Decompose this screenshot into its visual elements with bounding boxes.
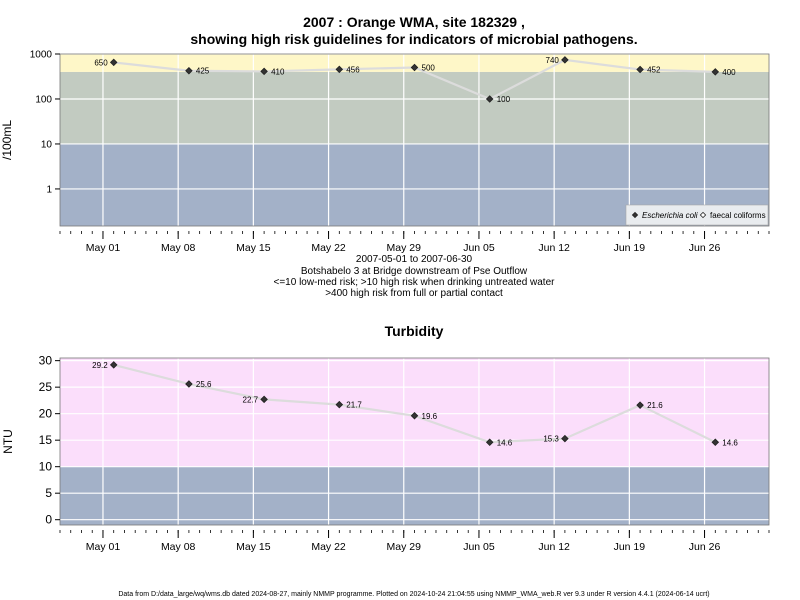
legend-box	[625, 204, 769, 226]
plot-frame	[59, 357, 770, 526]
legend-label-ecoli: Escherichia coli	[642, 211, 698, 220]
legend: Escherichia coli faecal coliforms	[625, 204, 769, 226]
data-label: 19.6	[422, 412, 438, 421]
plot-frame	[59, 53, 770, 227]
y-tick-label: 10	[41, 139, 53, 150]
data-point	[485, 438, 494, 447]
data-point	[410, 63, 419, 72]
data-label: 452	[647, 66, 661, 75]
caption-date-range: 2007-05-01 to 2007-06-30	[356, 254, 473, 265]
risk-band-0	[60, 466, 769, 525]
x-tick-label: Jun 12	[538, 242, 570, 254]
data-label: 410	[271, 67, 285, 76]
y-tick-label: 10	[39, 460, 53, 474]
data-label: 29.2	[92, 361, 108, 370]
x-tick-label: May 22	[311, 242, 346, 254]
x-tick-label: May 01	[86, 541, 121, 553]
x-tick-label: Jun 26	[689, 541, 721, 553]
data-label: 425	[196, 67, 210, 76]
y-tick-label: 0	[45, 513, 52, 527]
x-tick-label: May 15	[236, 242, 271, 254]
x-tick-label: Jun 12	[538, 541, 570, 553]
data-point	[485, 95, 494, 103]
data-point	[561, 434, 569, 443]
risk-band-2	[60, 54, 769, 72]
data-label: 21.7	[346, 401, 362, 410]
x-tick-label: May 08	[161, 242, 196, 254]
caption-site: Botshabelo 3 at Bridge downstream of Pse…	[301, 266, 528, 277]
data-label: 650	[94, 58, 108, 67]
y-axis-label: /100mL	[0, 120, 14, 160]
x-tick-label: May 29	[387, 541, 422, 553]
data-point	[260, 67, 268, 76]
data-label: 400	[722, 68, 736, 77]
x-tick-label: Jun 05	[463, 242, 495, 254]
data-point	[636, 65, 644, 74]
y-tick-label: 5	[45, 486, 52, 500]
data-point	[711, 438, 720, 447]
legend-marker-ecoli	[631, 211, 639, 219]
x-tick-label: May 22	[311, 541, 346, 553]
data-point	[335, 65, 344, 74]
caption-drinking-guideline: <=10 low-med risk; >10 high risk when dr…	[274, 277, 556, 288]
y-tick-label: 25	[39, 380, 53, 394]
chart-subtitle: showing high risk guidelines for indicat…	[190, 31, 637, 47]
legend-label-faecal: faecal coliforms	[710, 211, 766, 220]
data-label: 100	[497, 95, 511, 104]
data-label: 22.7	[243, 395, 259, 404]
data-point	[185, 380, 193, 388]
risk-band-1	[60, 71, 769, 144]
y-tick-label: 30	[39, 354, 53, 368]
legend-marker-faecal	[699, 211, 707, 219]
data-label: 456	[346, 65, 360, 74]
data-point	[260, 395, 268, 404]
x-tick-label: Jun 19	[614, 541, 646, 553]
x-tick-label: May 29	[387, 242, 422, 254]
data-point	[109, 361, 118, 369]
data-point	[636, 401, 644, 409]
x-tick-label: Jun 19	[614, 242, 646, 254]
data-label: 25.6	[196, 380, 212, 389]
data-point	[561, 56, 569, 64]
data-point	[410, 412, 419, 420]
x-tick-label: Jun 05	[463, 541, 495, 553]
ecoli-panel: 1000 100 10 1 May 01 May 08 May 15 May 22 May 29…	[0, 49, 770, 254]
y-tick-label: 1	[46, 184, 52, 195]
caption-contact-guideline: >400 high risk from full or partial cont…	[325, 288, 503, 299]
data-point	[185, 66, 193, 75]
data-label: 500	[422, 64, 436, 73]
y-tick-label: 15	[39, 433, 53, 447]
data-point	[335, 400, 344, 409]
y-tick-label: 100	[35, 94, 52, 105]
x-tick-label: May 01	[86, 242, 121, 254]
x-tick-label: May 08	[161, 541, 196, 553]
turbidity-title: Turbidity	[385, 323, 444, 339]
data-label: 14.6	[722, 438, 738, 447]
turbidity-panel: 30 25 20 15 10 5 0 May 01 May 08 May 15 May 22 May …	[1, 354, 770, 553]
y-tick-label: 20	[39, 407, 53, 421]
data-label: 14.6	[497, 438, 513, 447]
data-point	[711, 68, 720, 76]
x-tick-label: Jun 26	[689, 242, 721, 254]
data-point	[109, 58, 118, 67]
data-label: 15.3	[543, 435, 559, 444]
data-label: 740	[546, 56, 560, 65]
chart-title: 2007 : Orange WMA, site 182329 ,	[303, 14, 525, 30]
y-tick-label: 1000	[30, 49, 53, 60]
x-tick-label: May 15	[236, 541, 271, 553]
y-axis-label: NTU	[1, 429, 15, 454]
footer-note: Data from D:/data_large/wq/wms.db dated …	[118, 591, 709, 598]
data-label: 21.6	[647, 401, 663, 410]
